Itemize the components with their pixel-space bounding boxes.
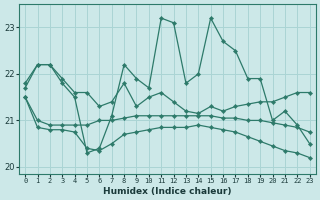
X-axis label: Humidex (Indice chaleur): Humidex (Indice chaleur) [103,187,232,196]
